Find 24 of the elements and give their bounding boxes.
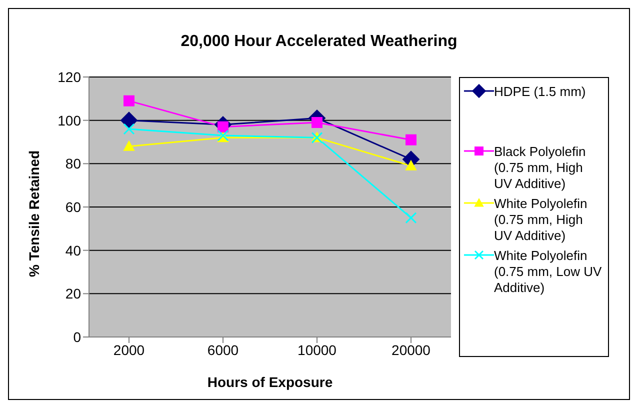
y-tick-label: 80: [65, 156, 82, 172]
x-tick-label: 10000: [298, 342, 337, 358]
y-tick-label: 100: [58, 112, 82, 128]
y-tick-label: 60: [65, 198, 82, 215]
point: [124, 95, 134, 106]
point: [406, 134, 416, 146]
y-tick-label: 40: [65, 242, 82, 258]
point: [124, 140, 134, 151]
x-tick-label: 2000: [113, 342, 145, 358]
x-tick-label: 6000: [207, 342, 239, 358]
x-tick-label: 20000: [392, 342, 431, 358]
legend-label: White Polyolefin (0.75 mm, Low UV Additive): [494, 248, 603, 296]
chart-title: 20,000 Hour Accelerated Weathering: [180, 33, 458, 52]
y-tick-label: 120: [58, 68, 82, 85]
y-tick-label: 0: [73, 328, 82, 345]
legend-label: White Polyolefin (0.75 mm, High UV Additive): [494, 196, 588, 244]
point: [312, 117, 322, 128]
y-tick-label: 20: [65, 286, 82, 302]
legend-label: Black Polyolefin (0.75 mm, High UV Additive): [494, 144, 587, 192]
x-axis-title: Hours of Exposure: [207, 374, 333, 390]
point: [120, 112, 138, 129]
y-axis-title: % Tensile Retained: [26, 150, 42, 277]
legend-label: HDPE (1.5 mm): [494, 84, 586, 100]
point: [406, 160, 416, 170]
